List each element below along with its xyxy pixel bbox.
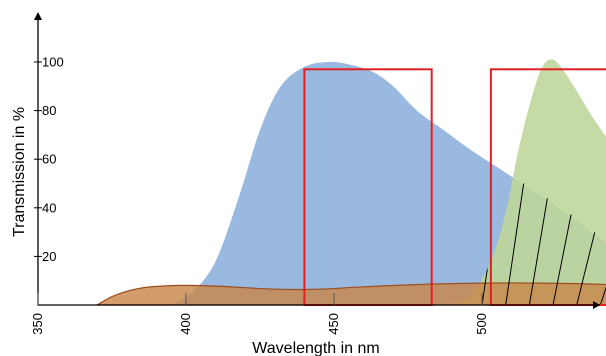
brown-transmission-area — [96, 282, 606, 306]
y-tick-label: 20 — [42, 249, 56, 264]
y-axis-title: Transmission in % — [11, 107, 28, 237]
series-areas — [96, 59, 606, 306]
x-tick-label: 450 — [326, 313, 341, 335]
axes: 35040045050055060065070020406080100 — [30, 12, 600, 335]
y-tick-label: 80 — [42, 103, 56, 118]
hatch-line — [576, 232, 596, 305]
y-axis-arrow — [34, 12, 42, 20]
y-tick-label: 60 — [42, 152, 56, 167]
hatch-line — [599, 249, 606, 305]
hatch-line — [528, 198, 548, 305]
y-tick-label: 40 — [42, 200, 56, 215]
x-tick-label: 500 — [474, 313, 489, 335]
hatch-line — [505, 183, 525, 305]
x-axis-arrow — [593, 301, 600, 309]
x-tick-label: 400 — [178, 313, 193, 335]
green-transmission-area — [446, 59, 606, 305]
hatch-line — [552, 214, 572, 305]
y-tick-label: 100 — [42, 55, 64, 70]
x-axis-title: Wavelength in nm — [252, 340, 379, 356]
x-tick-label: 350 — [30, 313, 45, 335]
